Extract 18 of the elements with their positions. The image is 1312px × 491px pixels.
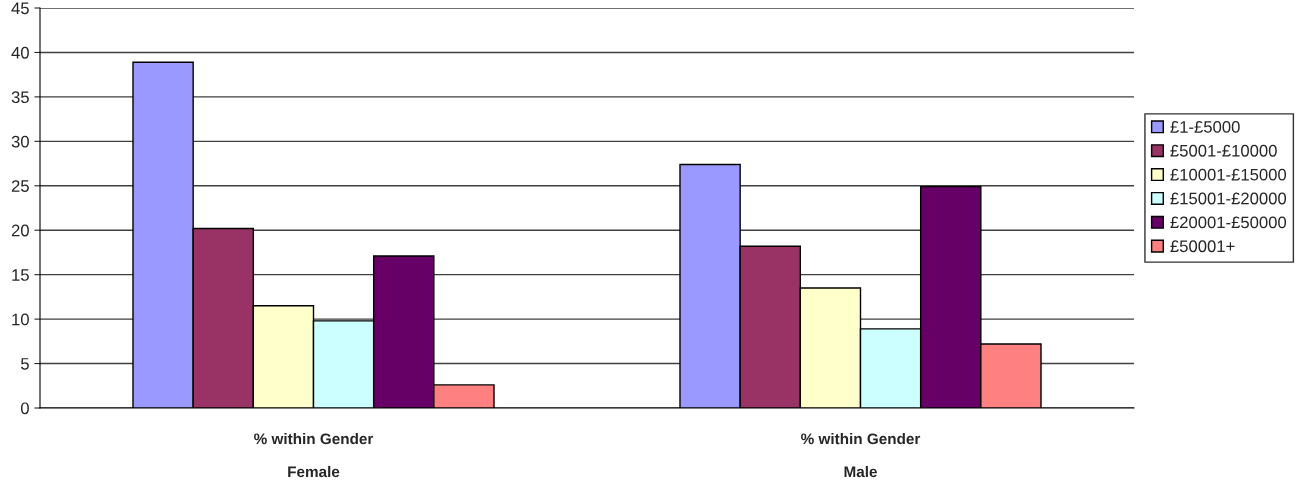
legend-label: £1-£5000 (1170, 121, 1240, 133)
legend-label: £20001-£50000 (1170, 216, 1287, 229)
category-label: % within Gender Female (254, 433, 374, 478)
legend-label: £5001-£10000 (1170, 144, 1277, 157)
y-tick-label: 35 (11, 91, 29, 104)
y-tick-label: 25 (11, 180, 29, 192)
y-tick-label: 10 (12, 313, 29, 326)
y-tick-label: 5 (20, 358, 29, 370)
legend-label: £10001-£15000 (1170, 168, 1287, 181)
y-tick-label: 20 (11, 224, 29, 237)
category-label: % within Gender Male (801, 433, 921, 478)
y-tick-label: 30 (11, 135, 29, 148)
y-tick-label: 0 (20, 402, 29, 415)
legend-label: £15001-£20000 (1170, 192, 1287, 205)
legend-label: £50001+ (1170, 240, 1235, 253)
y-tick-label: 40 (11, 46, 29, 59)
y-tick-label: 45 (11, 2, 29, 15)
y-tick-label: 15 (12, 269, 29, 281)
